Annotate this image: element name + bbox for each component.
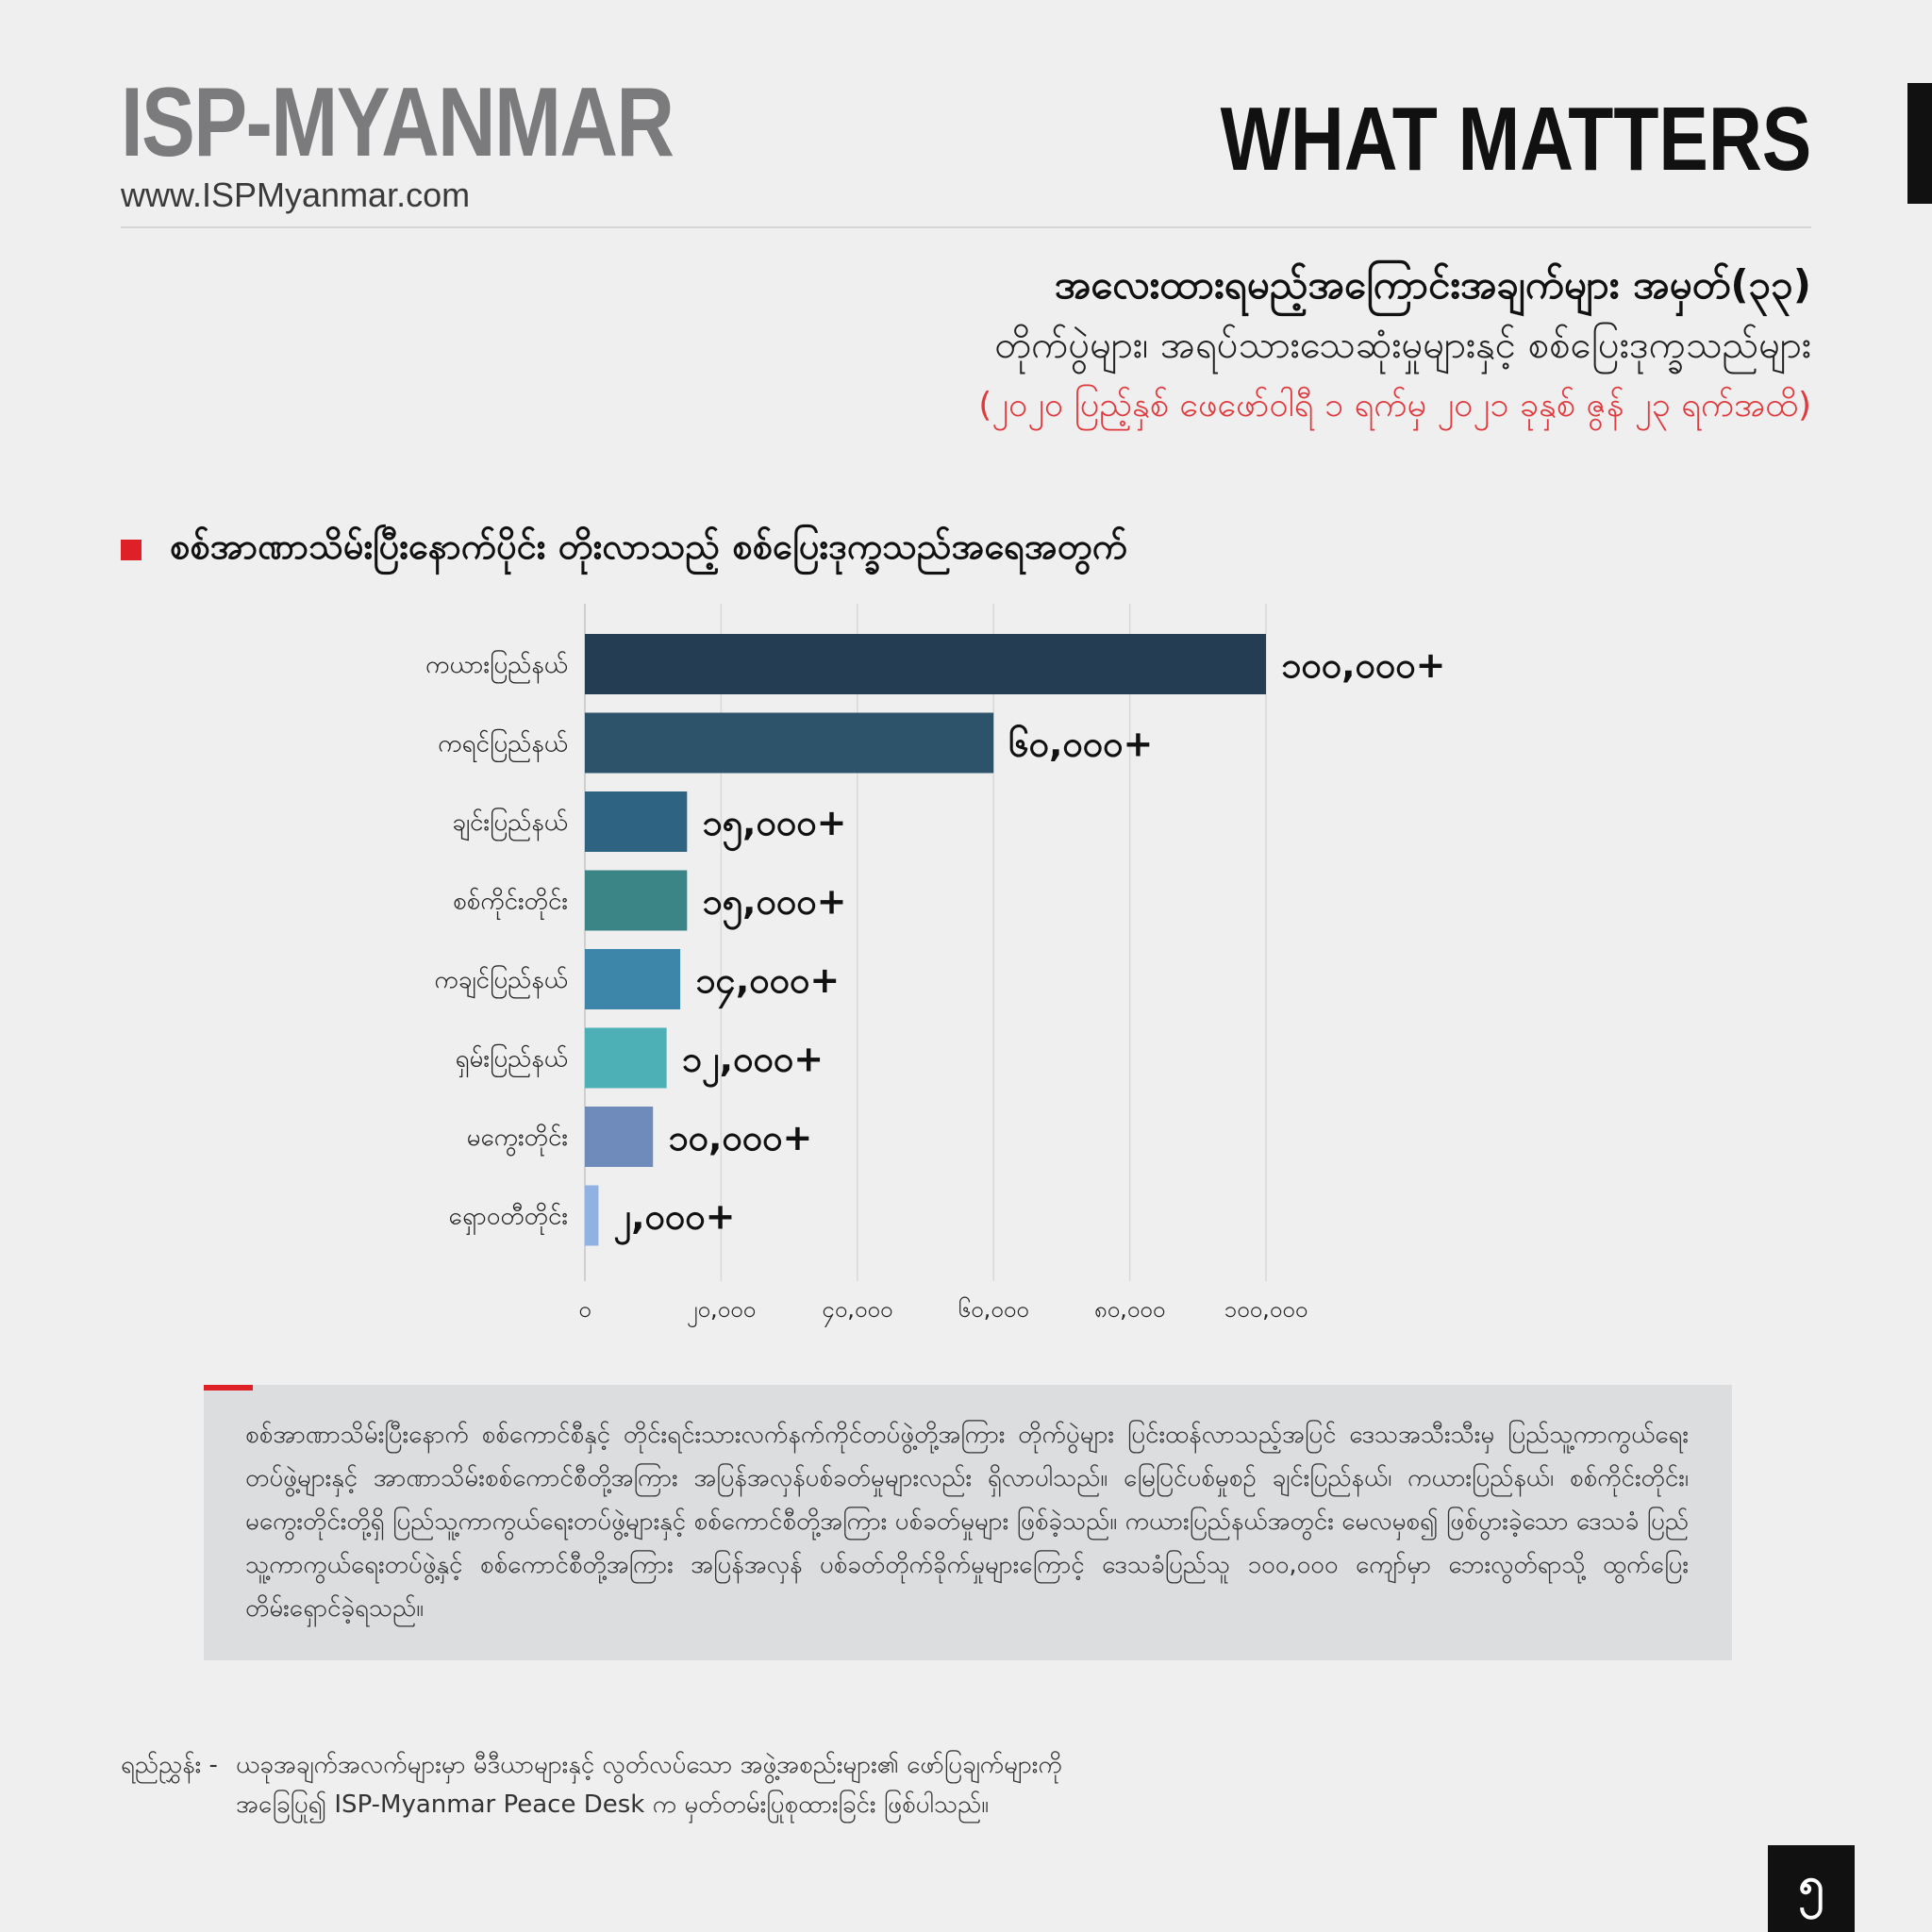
- date-range: (၂၀၂၀ ပြည့်နှစ် ဖေဖော်ဝါရီ ၁ ရက်မှ ၂၀၂၁ …: [978, 386, 1811, 425]
- bar: [585, 712, 994, 774]
- note-text: စစ်အာဏာသိမ်းပြီးနောက် စစ်ကောင်စီနှင့် တိ…: [245, 1421, 1689, 1623]
- page-number: ၅: [1768, 1845, 1855, 1932]
- category-label: ချင်းပြည်နယ်: [452, 806, 569, 841]
- page-title: အလေးထားရမည့်အကြောင်းအချက်များ အမှတ်(၃၃): [1054, 261, 1811, 308]
- series-label: WHAT MATTERS: [1220, 89, 1811, 190]
- bar: [585, 1185, 599, 1246]
- x-tick-label: ၆၀,၀၀၀: [958, 1295, 1029, 1323]
- x-tick-label: ၀: [578, 1296, 591, 1323]
- x-tick-label: ၁၀၀,၀၀၀: [1224, 1296, 1308, 1323]
- data-label: ၁၅,၀၀၀+: [702, 802, 846, 852]
- header-divider: [121, 226, 1811, 228]
- data-label: ၆၀,၀၀၀+: [1008, 724, 1153, 765]
- bar: [585, 791, 688, 852]
- data-label: ၁၅,၀၀၀+: [702, 881, 846, 931]
- bar: [585, 1027, 667, 1089]
- side-tab: [1907, 83, 1932, 204]
- category-label: ရှောဝတီတိုင်း: [449, 1202, 569, 1236]
- category-label: ကယားပြည်နယ်: [425, 648, 569, 684]
- x-tick-label: ၂၀,၀၀၀: [687, 1296, 756, 1327]
- data-label: ၁၄,၀၀၀+: [695, 959, 840, 1009]
- note-accent: [204, 1385, 253, 1391]
- category-label: ကရင်ပြည်နယ်: [438, 727, 569, 763]
- source-note: ရည်ညွှန်း - ယခုအချက်အလက်များမှာ မီဒီယာမျ…: [121, 1745, 1062, 1824]
- source-label: ရည်ညွှန်း -: [121, 1751, 218, 1779]
- x-tick-label: ၈၀,၀၀၀: [1094, 1296, 1165, 1323]
- category-label: မကွေးတိုင်း: [467, 1123, 568, 1157]
- bar: [585, 949, 681, 1009]
- brand-logo-text: ISP-MYANMAR: [121, 68, 675, 177]
- section-title: စစ်အာဏာသိမ်းပြီးနောက်ပိုင်း တိုးလာသည့် စ…: [170, 525, 1128, 567]
- brand-block: ISP-MYANMAR www.ISPMyanmar.com: [121, 74, 794, 215]
- section-heading: စစ်အာဏာသိမ်းပြီးနောက်ပိုင်း တိုးလာသည့် စ…: [121, 524, 1127, 576]
- bar: [585, 634, 1266, 694]
- data-label: ၂,၀၀၀+: [613, 1196, 735, 1246]
- category-label: ကချင်ပြည်နယ်: [434, 963, 568, 999]
- source-line-2: အခြေပြု၍ ISP-Myanmar Peace Desk က မှတ်တမ…: [236, 1790, 990, 1819]
- data-label: ၁၀,၀၀၀+: [668, 1117, 812, 1158]
- category-label: ရှမ်းပြည်နယ်: [456, 1042, 569, 1078]
- data-label: ၁၀၀,၀၀၀+: [1281, 644, 1446, 686]
- bar: [585, 870, 688, 931]
- page-subtitle: တိုက်ပွဲများ၊ အရပ်သားသေဆုံးမှုများနှင့် …: [994, 324, 1811, 367]
- brand-url[interactable]: www.ISPMyanmar.com: [121, 175, 471, 214]
- section-bullet: [121, 540, 142, 560]
- title-block: အလေးထားရမည့်အကြောင်းအချက်များ အမှတ်(၃၃) …: [978, 255, 1811, 436]
- bar: [585, 1107, 654, 1167]
- category-label: စစ်ကိုင်းတိုင်း: [453, 887, 568, 921]
- source-line-1: ယခုအချက်အလက်များမှာ မီဒီယာများနှင့် လွတ်…: [236, 1751, 1062, 1779]
- data-label: ၁၂,၀၀၀+: [682, 1039, 824, 1089]
- x-tick-label: ၄၀,၀၀၀: [822, 1296, 892, 1327]
- bar-chart: ကယားပြည်နယ် ၁၀၀,၀၀၀+ ကရင်ပြည်နယ် ၆၀,၀၀၀+ ချင…: [425, 604, 1446, 1327]
- note-box: စစ်အာဏာသိမ်းပြီးနောက် စစ်ကောင်စီနှင့် တိ…: [204, 1385, 1732, 1660]
